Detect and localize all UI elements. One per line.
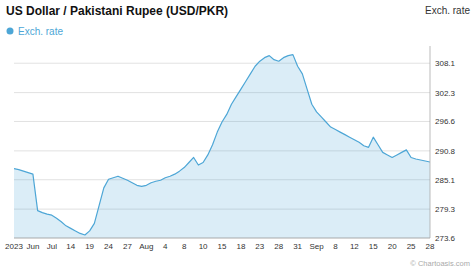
x-tick-label: 4 (163, 242, 168, 251)
area-fill (14, 55, 430, 238)
x-tick-label: 15 (369, 242, 378, 251)
x-tick-label: Jul (47, 242, 57, 251)
x-tick-label: Aug (139, 242, 153, 251)
x-tick-label: 27 (123, 242, 132, 251)
x-axis-line (14, 238, 430, 239)
x-tick-label: 8 (182, 242, 187, 251)
grid-line (14, 63, 430, 64)
y-axis-label: Exch. rate (425, 5, 470, 16)
x-tick-label: 24 (104, 242, 113, 251)
x-tick-label: 2023 (5, 242, 23, 251)
watermark: © Chartoasis.com (410, 259, 470, 268)
plot-area (14, 55, 430, 238)
x-tick-label: 20 (388, 242, 397, 251)
x-tick-label: 31 (293, 242, 302, 251)
line (14, 55, 430, 235)
x-tick-label: 19 (85, 242, 94, 251)
legend: Exch. rate (7, 26, 64, 37)
y-tick-label: 279.3 (435, 205, 456, 214)
x-tick-label: 28 (274, 242, 283, 251)
x-tick-label: 15 (218, 242, 227, 251)
y-tick-label: 296.6 (435, 117, 456, 126)
x-tick-label: 23 (255, 242, 264, 251)
y-axis-line (430, 46, 431, 238)
x-tick-label: Jun (26, 242, 39, 251)
y-tick-label: 290.8 (435, 147, 456, 156)
legend-swatch (7, 28, 14, 35)
y-tick-label: 273.6 (435, 234, 456, 243)
x-tick-label: 18 (236, 242, 245, 251)
x-tick-label: 25 (407, 242, 416, 251)
y-tick-label: 285.1 (435, 176, 456, 185)
title: US Dollar / Pakistani Rupee (USD/PKR) (6, 4, 228, 18)
x-tick-label: 28 (426, 242, 435, 251)
x-tick-label: 8 (333, 242, 338, 251)
y-tick-label: 308.1 (435, 59, 456, 68)
x-tick-label: Sep (309, 242, 324, 251)
chart: US Dollar / Pakistani Rupee (USD/PKR) Exc… (0, 0, 474, 269)
grid-line (14, 238, 430, 239)
x-tick-label: 12 (350, 242, 359, 251)
x-tick-label: 14 (66, 242, 75, 251)
legend-label: Exch. rate (18, 26, 63, 37)
y-tick-label: 302.3 (435, 89, 456, 98)
x-tick-label: 10 (199, 242, 208, 251)
grid-line (14, 92, 430, 93)
